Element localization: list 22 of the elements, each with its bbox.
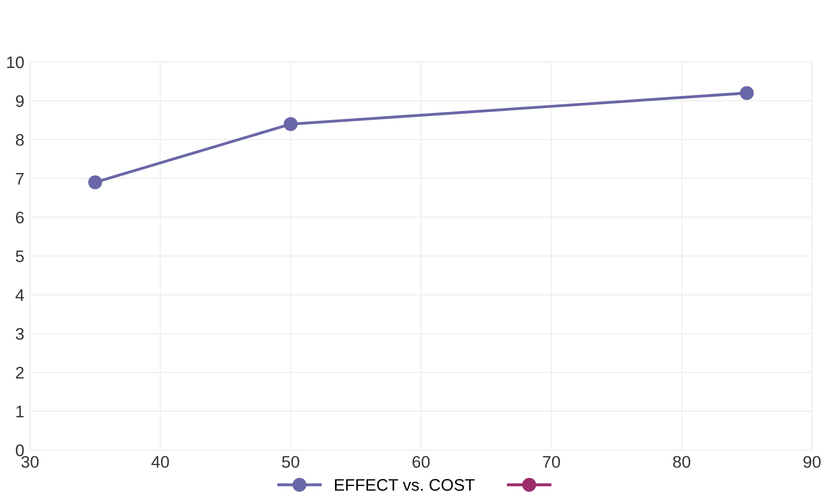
legend-label: EFFECT vs. COST [335, 479, 475, 491]
x-tick-label: 70 [542, 456, 560, 468]
y-tick-label: 4 [16, 289, 24, 301]
x-tick-label: 80 [673, 456, 690, 468]
x-tick-label: 90 [804, 456, 821, 468]
x-tick-label: 40 [151, 456, 169, 468]
y-tick-label: 7 [16, 172, 24, 184]
y-tick-label: 9 [16, 95, 24, 108]
point [740, 86, 754, 100]
x-tick-label: 60 [412, 456, 430, 468]
point [88, 175, 102, 190]
x-tick-label: 50 [282, 456, 300, 468]
y-tick-label: 6 [16, 212, 24, 224]
y-tick-label: 8 [16, 134, 24, 146]
x-tick-label: 30 [21, 456, 39, 468]
point [284, 117, 298, 132]
y-tick-label: 2 [16, 366, 24, 378]
y-tick-label: 1 [16, 406, 24, 418]
y-tick-label: 3 [16, 328, 24, 340]
y-tick-label: 0 [16, 444, 24, 456]
y-tick-label: 10 [7, 56, 24, 68]
y-tick-label: 5 [16, 250, 24, 262]
